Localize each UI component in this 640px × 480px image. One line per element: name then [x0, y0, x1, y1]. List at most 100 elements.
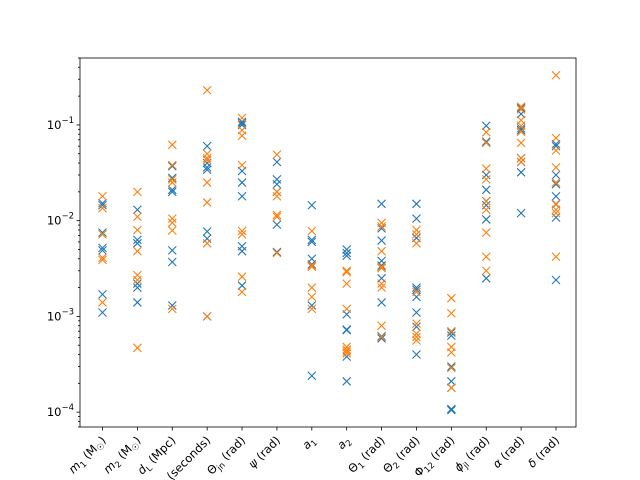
- scatter-point: [202, 238, 212, 248]
- scatter-point: [167, 178, 177, 187]
- scatter-point: [481, 266, 491, 276]
- scatter-point: [551, 178, 561, 187]
- scatter-point: [307, 235, 317, 245]
- scatter-point: [307, 259, 317, 269]
- scatter-point: [307, 262, 317, 272]
- scatter-point: [412, 214, 421, 224]
- scatter-point: [98, 308, 107, 317]
- scatter-point: [98, 253, 107, 263]
- scatter-point: [446, 293, 456, 303]
- scatter-point: [412, 285, 421, 295]
- scatter-point: [342, 251, 352, 261]
- scatter-point: [551, 205, 561, 215]
- scatter-point: [377, 279, 386, 289]
- scatter-point: [98, 200, 107, 210]
- scatter-point: [377, 263, 386, 273]
- scatter-point: [132, 283, 142, 292]
- scatter-point: [132, 238, 142, 248]
- scatter-point: [551, 252, 561, 262]
- scatter-point: [342, 325, 352, 335]
- scatter-point: [237, 226, 247, 236]
- scatter-point: [446, 331, 456, 341]
- scatter-point: [98, 255, 107, 265]
- scatter-point: [237, 246, 247, 256]
- scatter-point: [481, 252, 491, 262]
- scatter-point: [377, 218, 386, 228]
- scatter-point: [307, 371, 317, 381]
- scatter-point: [342, 267, 352, 277]
- scatter-point: [481, 164, 491, 173]
- y-tick-label: 10−4: [47, 403, 74, 419]
- scatter-point: [412, 322, 421, 332]
- scatter-point: [446, 383, 456, 393]
- scatter-point: [132, 225, 142, 235]
- scatter-point: [516, 138, 526, 148]
- scatter-point: [516, 157, 526, 167]
- y-tick-label: 10−2: [47, 212, 74, 228]
- scatter-point: [446, 404, 456, 414]
- scatter-point: [412, 287, 421, 297]
- scatter-point: [167, 301, 177, 310]
- scatter-point: [551, 163, 561, 172]
- scatter-point: [551, 275, 561, 285]
- scatter-point: [237, 229, 247, 239]
- scatter-point: [481, 185, 491, 195]
- scatter-point: [412, 308, 421, 317]
- scatter-point: [167, 218, 177, 228]
- scatter-point: [202, 149, 212, 159]
- scatter-point: [237, 160, 247, 170]
- scatter-point: [412, 225, 421, 235]
- scatter-point: [481, 127, 491, 137]
- scatter-point: [167, 257, 177, 267]
- scatter-point: [481, 137, 491, 146]
- scatter-point: [307, 301, 317, 310]
- scatter-point: [98, 229, 107, 239]
- scatter-point: [412, 332, 421, 342]
- scatter-point: [132, 298, 142, 307]
- scatter-point: [342, 304, 352, 314]
- scatter-point: [516, 153, 526, 163]
- scatter-point: [272, 220, 282, 229]
- scatter-point: [412, 199, 421, 209]
- scatter-point: [202, 155, 212, 165]
- x-tick-label: δ (rad): [525, 433, 562, 470]
- scatter-point: [98, 243, 107, 253]
- scatter-point: [446, 308, 456, 318]
- x-tick-label: ψ (rad): [245, 433, 283, 471]
- scatter-point: [167, 304, 177, 314]
- scatter-point: [481, 170, 491, 180]
- scatter-point: [272, 157, 282, 167]
- scatter-point: [202, 178, 212, 187]
- scatter-point: [307, 226, 317, 236]
- scatter-point: [307, 283, 317, 292]
- scatter-point: [98, 245, 107, 255]
- scatter-point: [202, 85, 212, 95]
- scatter-point: [551, 170, 561, 180]
- scatter-point: [132, 212, 142, 222]
- scatter-point: [272, 187, 282, 197]
- scatter-point: [446, 326, 456, 336]
- scatter-point: [202, 312, 212, 321]
- scatter-point: [132, 279, 142, 289]
- y-tick-label: 10−1: [47, 116, 74, 132]
- scatter-point: [481, 273, 491, 283]
- scatter-point: [237, 178, 247, 187]
- scatter-point: [307, 237, 317, 247]
- scatter-point: [481, 205, 491, 215]
- scatter-point: [481, 121, 491, 131]
- scatter-point: [237, 272, 247, 282]
- scatter-point: [132, 275, 142, 285]
- scatter-point: [516, 127, 526, 137]
- scatter-point: [202, 141, 212, 151]
- scatter-point: [237, 191, 247, 201]
- x-tick-label: ϕjl (rad): [451, 433, 494, 476]
- x-tick-label: m1 (M☉): [66, 433, 111, 478]
- scatter-point: [377, 333, 386, 343]
- scatter-point: [446, 328, 456, 337]
- scatter-point: [272, 210, 282, 220]
- scatter-point: [307, 304, 317, 314]
- scatter-point: [412, 336, 421, 345]
- scatter-point: [202, 165, 212, 175]
- plot-frame: [79, 57, 577, 428]
